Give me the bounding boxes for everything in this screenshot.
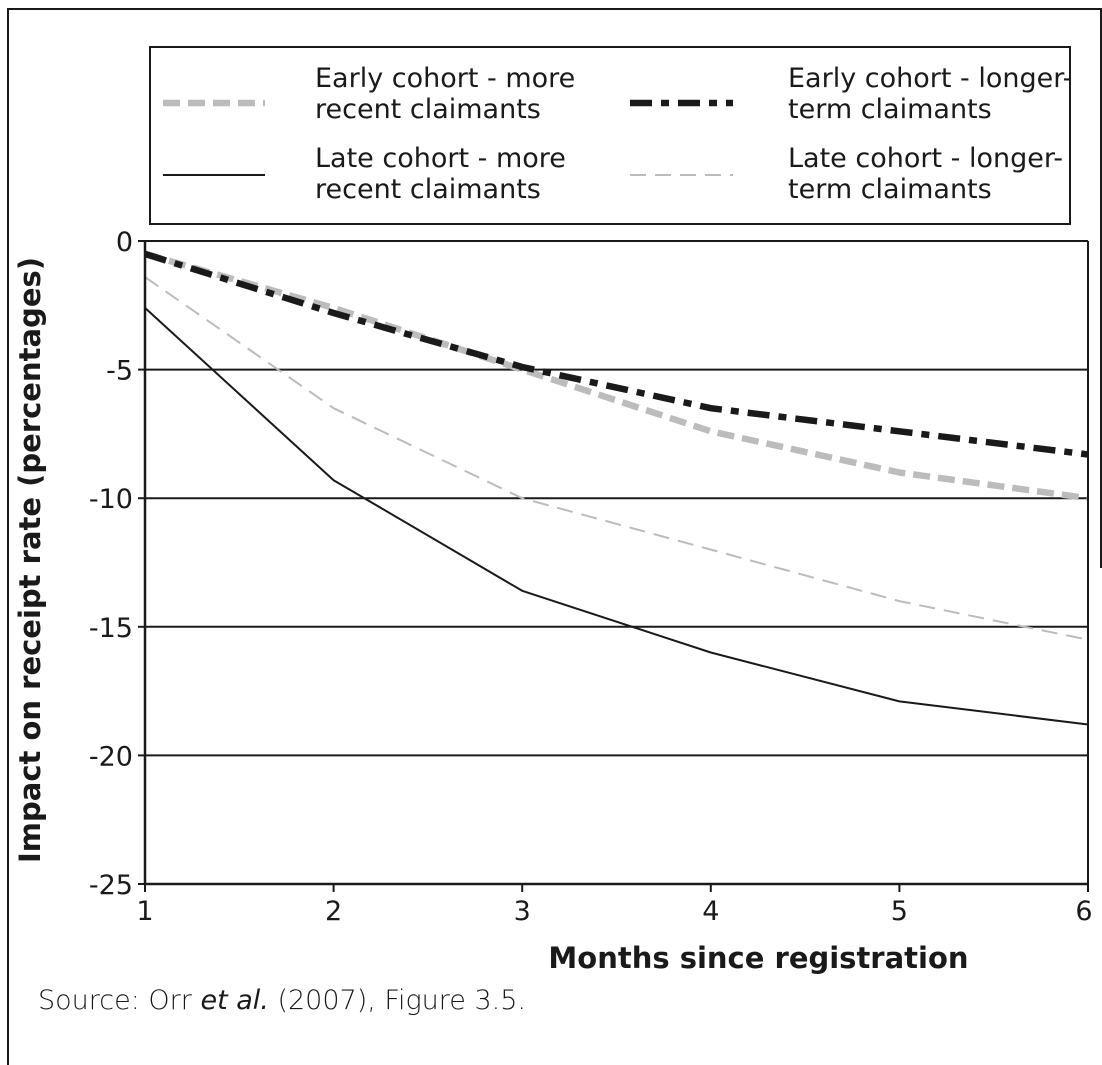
legend-label-4: Late cohort - longer- — [788, 143, 1063, 174]
y-tick-label: -20 — [89, 741, 133, 772]
y-tick-label: -15 — [89, 613, 133, 644]
x-axis-title: Months since registration — [548, 941, 968, 975]
frame-right-border — [1100, 8, 1102, 568]
source-italic: et al. — [200, 985, 269, 1016]
legend-label-2: term claimants — [788, 94, 992, 125]
legend-label-1: Early cohort - more — [315, 63, 575, 94]
legend-box — [149, 46, 1071, 225]
x-tick-label: 5 — [891, 896, 908, 927]
y-tick-label: -5 — [106, 356, 133, 387]
y-tick-label: -10 — [89, 484, 133, 515]
legend-label-3: recent claimants — [315, 174, 541, 205]
legend-label-3: Late cohort - more — [315, 143, 566, 174]
grid-lines — [145, 368, 1088, 757]
x-tick-label: 6 — [1075, 896, 1092, 927]
series-line-1 — [144, 250, 1089, 502]
x-tick-label: 2 — [325, 896, 342, 927]
legend-label-2: Early cohort - longer- — [788, 63, 1072, 94]
series-layer — [144, 250, 1089, 726]
y-tick-label: -25 — [89, 870, 133, 901]
frame-left-border — [7, 8, 9, 1065]
frame-top-border — [7, 8, 1102, 10]
legend-label-1: recent claimants — [315, 94, 541, 125]
x-tick-label: 1 — [136, 896, 153, 927]
axes: 0 -5 -10 -15 -20 -251 2 3 4 5 6 Months since regist… — [13, 227, 1093, 975]
series-line-3 — [144, 306, 1089, 726]
series-line-4 — [144, 276, 1089, 641]
source-prefix: Source: Orr — [38, 985, 201, 1016]
x-tick-label: 3 — [514, 896, 531, 927]
source-note: Source: Orr et al. (2007), Figure 3.5. — [38, 985, 526, 1016]
legend-label-4: term claimants — [788, 174, 992, 205]
y-tick-label: 0 — [116, 227, 133, 258]
source-suffix: (2007), Figure 3.5. — [268, 985, 527, 1016]
y-axis-title: Impact on receipt rate (percentages) — [13, 257, 47, 863]
x-tick-label: 4 — [702, 896, 719, 927]
series-line-2 — [144, 250, 1089, 458]
